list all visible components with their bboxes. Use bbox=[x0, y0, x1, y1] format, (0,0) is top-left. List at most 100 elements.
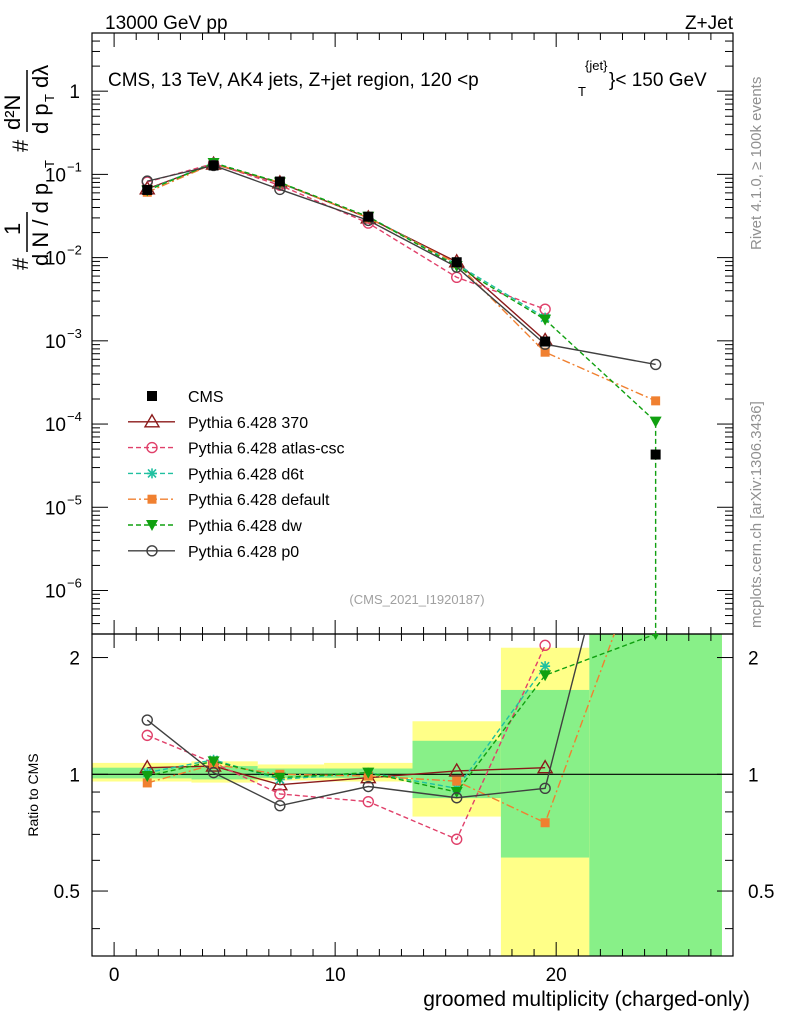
ratio-point-default-5 bbox=[540, 818, 550, 828]
subtitle-tail: }< 150 GeV bbox=[609, 70, 707, 91]
ratio-point-dw-6 bbox=[652, 634, 659, 640]
legend-label-dw: Pythia 6.428 dw bbox=[188, 518, 302, 535]
ratio-point-atlas-4 bbox=[451, 833, 463, 845]
y-label-hash: # bbox=[8, 257, 33, 270]
y-tick-label: 10 bbox=[45, 581, 66, 602]
legend-label-d6t: Pythia 6.428 d6t bbox=[188, 466, 304, 483]
x-tick-label: 10 bbox=[325, 965, 346, 986]
legend-label-p0: Pythia 6.428 p0 bbox=[188, 544, 299, 561]
header-left-label: 13000 GeV pp bbox=[105, 13, 228, 34]
legend-label-atlas: Pythia 6.428 atlas-csc bbox=[188, 441, 345, 458]
y-tick-label: 10 bbox=[45, 165, 66, 186]
cms-point-3 bbox=[363, 211, 374, 222]
series-line-d6t bbox=[146, 162, 546, 319]
ratio-point-atlas-2 bbox=[274, 788, 286, 800]
plot-subtitle: CMS, 13 TeV, AK4 jets, Z+jet region, 120… bbox=[108, 70, 479, 91]
y-label-T2: T bbox=[42, 94, 57, 102]
legend-item-default: Pythia 6.428 default bbox=[128, 492, 330, 509]
point-dw-6 bbox=[649, 416, 662, 428]
point-dw-5 bbox=[539, 314, 552, 326]
cms-point-0 bbox=[142, 184, 153, 195]
series-p0 bbox=[141, 159, 662, 371]
x-tick-label: 20 bbox=[546, 965, 567, 986]
ratio-y-tick-label-right: 1 bbox=[748, 765, 759, 786]
ratio-point-p0-0 bbox=[141, 714, 153, 726]
series-d6t bbox=[142, 157, 551, 323]
series-line-atlas bbox=[147, 162, 546, 310]
ratio-point-dw-2 bbox=[273, 772, 286, 784]
legend-item-p0: Pythia 6.428 p0 bbox=[128, 544, 299, 561]
ratio-point-p0-5 bbox=[539, 782, 551, 795]
ratio-y-tick-label-right: 2 bbox=[748, 649, 759, 670]
ratio-line-atlas bbox=[146, 645, 546, 841]
ratio-y-axis-label: Ratio to CMS bbox=[25, 753, 41, 836]
y-tick-label: 10 bbox=[45, 498, 66, 519]
legend: CMS Pythia 6.428 370 Pythia 6.428 atlas-cs… bbox=[128, 389, 345, 561]
band-green-2 bbox=[257, 768, 325, 778]
side-label-rivet: Rivet 4.1.0, ≥ 100k events bbox=[748, 77, 765, 250]
header-right-label: Z+Jet bbox=[685, 13, 734, 34]
legend-item-p370: Pythia 6.428 370 bbox=[128, 413, 308, 432]
ratio-y-tick-label-right: 0.5 bbox=[748, 882, 774, 903]
ratio-point-default-4 bbox=[452, 776, 462, 786]
y-label-dpT: d p bbox=[28, 103, 53, 134]
ratio-y-tick-label-left: 2 bbox=[69, 649, 80, 670]
legend-marker-p370 bbox=[143, 413, 161, 428]
ratio-point-default-0 bbox=[142, 778, 152, 788]
ratio-point-p0-4 bbox=[451, 792, 463, 804]
y-label-hash2: # bbox=[8, 139, 33, 152]
legend-marker-cms bbox=[147, 391, 157, 401]
ratio-point-dw-1 bbox=[207, 756, 220, 768]
series-line-dw bbox=[146, 162, 657, 634]
data-marks bbox=[139, 155, 662, 845]
ratio-point-atlas-3 bbox=[362, 795, 374, 808]
ratio-line-d6t bbox=[147, 665, 546, 790]
ratio-point-dw-5 bbox=[539, 670, 552, 682]
ratio-line-p370 bbox=[147, 765, 546, 786]
series-cms bbox=[142, 160, 661, 460]
x-tick-label: 0 bbox=[109, 965, 120, 986]
legend-marker-d6t bbox=[147, 468, 157, 479]
ratio-point-d6t-5 bbox=[540, 661, 551, 672]
y-tick-label: 10 bbox=[45, 415, 66, 436]
ratio-point-p370-5 bbox=[536, 759, 554, 774]
series-line-default bbox=[146, 163, 656, 402]
x-axis-label: groomed multiplicity (charged-only) bbox=[423, 988, 750, 1011]
legend-label-cms: CMS bbox=[188, 389, 224, 406]
ratio-point-p370-4 bbox=[448, 762, 465, 777]
main-y-axis-label: # 1 d N / d p T # d²N d p T dλ bbox=[0, 65, 57, 270]
analysis-id: (CMS_2021_I1920187) bbox=[349, 592, 484, 607]
ratio-point-p0-2 bbox=[274, 799, 286, 812]
y-tick-label-exponent: −3 bbox=[67, 326, 82, 341]
ratio-point-atlas-0 bbox=[141, 729, 153, 742]
y-label-dlambda: dλ bbox=[28, 65, 53, 88]
legend-marker-default bbox=[147, 494, 157, 504]
point-default-6 bbox=[651, 396, 661, 406]
subtitle-subscript: T bbox=[578, 84, 586, 99]
point-p0-6 bbox=[649, 358, 662, 371]
y-tick-label: 1 bbox=[69, 82, 80, 103]
legend-item-cms: CMS bbox=[147, 389, 224, 406]
y-tick-label-exponent: −5 bbox=[67, 492, 82, 507]
cms-point-6 bbox=[650, 449, 661, 460]
series-p370 bbox=[139, 155, 554, 347]
ratio-uncertainty-bands bbox=[92, 634, 733, 956]
y-tick-label-exponent: −1 bbox=[67, 159, 82, 174]
series-default bbox=[142, 159, 661, 406]
cms-point-4 bbox=[451, 257, 462, 268]
ratio-point-p0-3 bbox=[362, 780, 374, 793]
y-label-dN: d N / d p bbox=[28, 183, 53, 266]
cms-point-5 bbox=[540, 336, 551, 347]
legend-item-dw: Pythia 6.428 dw bbox=[128, 518, 302, 535]
ratio-y-tick-label-left: 0.5 bbox=[54, 882, 80, 903]
subtitle-main: CMS, 13 TeV, AK4 jets, Z+jet region, 120… bbox=[108, 70, 479, 91]
cms-point-1 bbox=[208, 160, 219, 171]
legend-label-p370: Pythia 6.428 370 bbox=[188, 415, 308, 432]
cms-point-2 bbox=[274, 176, 285, 187]
ratio-point-atlas-5 bbox=[539, 639, 551, 652]
y-tick-label: 10 bbox=[45, 332, 66, 353]
ratio-series-p0 bbox=[141, 634, 586, 812]
legend-marker-dw bbox=[146, 520, 158, 531]
